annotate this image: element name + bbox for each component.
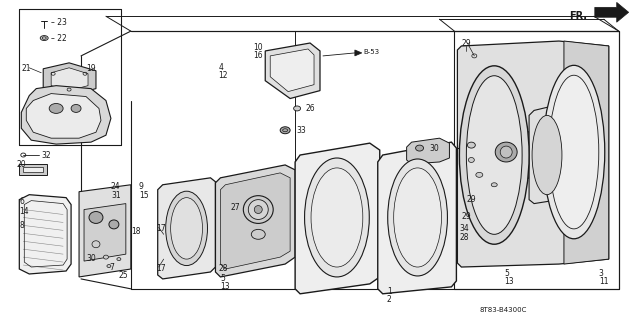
Polygon shape [26,94,101,138]
Text: 30: 30 [429,144,439,153]
Polygon shape [295,143,380,294]
Ellipse shape [467,76,522,234]
Ellipse shape [248,200,268,219]
Ellipse shape [252,229,265,239]
Ellipse shape [495,142,517,162]
Ellipse shape [104,255,108,259]
Text: – 23: – 23 [51,18,67,27]
Text: 13: 13 [220,282,230,291]
Text: 17: 17 [156,264,165,273]
Text: 34: 34 [460,224,469,234]
Polygon shape [406,138,449,164]
Text: B-53: B-53 [364,49,380,55]
Polygon shape [355,50,362,56]
Text: 19: 19 [86,64,96,73]
Text: 12: 12 [218,71,228,80]
Text: 11: 11 [599,277,608,286]
Ellipse shape [543,65,605,239]
Ellipse shape [394,168,442,267]
Text: 17: 17 [156,224,165,234]
Ellipse shape [243,196,273,223]
Text: 18: 18 [131,228,140,236]
Text: 20: 20 [17,160,26,169]
Text: 14: 14 [19,207,29,216]
Polygon shape [529,105,567,204]
Text: 29: 29 [461,211,471,221]
Text: 29: 29 [461,39,471,48]
Text: 16: 16 [253,51,263,60]
Ellipse shape [280,127,290,134]
Ellipse shape [109,220,119,229]
Text: 3: 3 [599,269,604,278]
Text: 8: 8 [19,222,24,230]
Ellipse shape [388,159,447,276]
Ellipse shape [294,106,301,111]
Polygon shape [564,41,609,264]
Ellipse shape [49,103,63,113]
Text: FR.: FR. [569,11,587,21]
Polygon shape [216,165,295,277]
Ellipse shape [532,115,562,195]
Polygon shape [270,49,314,92]
Ellipse shape [166,191,207,265]
Text: 9: 9 [139,182,143,191]
Text: 25: 25 [119,271,129,280]
Text: 30: 30 [86,254,96,263]
Ellipse shape [549,75,599,229]
Text: 29: 29 [467,195,476,204]
Ellipse shape [492,183,497,187]
Polygon shape [79,185,131,277]
Polygon shape [265,43,320,99]
Text: 13: 13 [504,277,514,286]
Ellipse shape [71,105,81,112]
Ellipse shape [89,211,103,223]
Text: 24: 24 [111,182,120,191]
Polygon shape [481,125,529,184]
Polygon shape [51,68,88,91]
Polygon shape [84,204,126,261]
Text: 32: 32 [41,151,51,160]
Ellipse shape [476,172,483,177]
Text: – 22: – 22 [51,34,67,43]
Text: 26: 26 [305,105,315,113]
Text: 4: 4 [218,63,223,72]
Polygon shape [19,164,47,175]
Text: 5: 5 [504,269,509,278]
Text: 27: 27 [230,203,240,212]
Polygon shape [595,3,628,22]
Polygon shape [458,41,609,267]
Ellipse shape [415,145,424,151]
Polygon shape [19,195,71,274]
Text: 10: 10 [253,43,263,52]
Text: 15: 15 [139,191,148,200]
Ellipse shape [254,206,262,214]
Ellipse shape [500,146,512,158]
Polygon shape [21,86,111,144]
Text: 7: 7 [109,263,114,272]
Ellipse shape [311,168,363,267]
Ellipse shape [40,36,48,40]
Text: 21: 21 [21,64,31,73]
Polygon shape [23,167,44,172]
Text: 28: 28 [218,264,228,273]
Text: 8T83-B4300C: 8T83-B4300C [479,307,527,313]
Text: 31: 31 [111,191,120,200]
Ellipse shape [468,157,474,162]
Text: 2: 2 [387,295,392,304]
Polygon shape [44,63,96,95]
Polygon shape [157,178,216,279]
Text: 28: 28 [460,233,469,242]
Polygon shape [220,173,290,269]
Ellipse shape [117,258,121,261]
Ellipse shape [467,142,476,148]
Polygon shape [378,142,456,294]
Ellipse shape [107,264,111,268]
Text: 1: 1 [387,287,392,296]
Ellipse shape [305,158,369,277]
Ellipse shape [171,198,202,259]
Text: 6: 6 [19,197,24,206]
Text: 33: 33 [296,126,306,135]
Text: 5: 5 [220,274,225,283]
Ellipse shape [460,66,529,244]
